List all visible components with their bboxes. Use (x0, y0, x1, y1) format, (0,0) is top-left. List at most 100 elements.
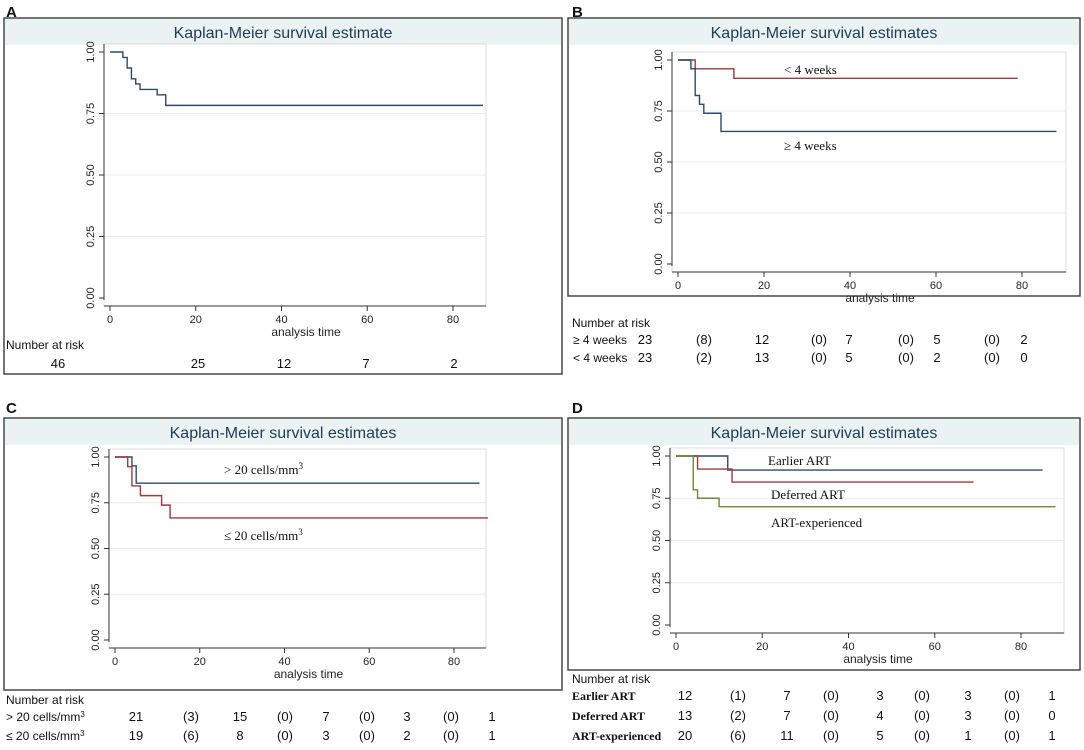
curve-label-0: Earlier ART (768, 453, 831, 468)
panel-c: Kaplan-Meier survival estimates 0.00 0.25 0… (3, 417, 563, 744)
y-tick-label: 0.75 (90, 492, 102, 513)
risk-value: (0) (823, 708, 839, 723)
risk-value: 3 (876, 688, 883, 703)
y-tick-label: 0.50 (85, 164, 97, 185)
risk-value: 1 (1048, 728, 1055, 743)
x-tick-label: 0 (673, 641, 679, 653)
risk-value: 1 (488, 709, 495, 724)
risk-value: (0) (898, 332, 914, 347)
risk-value: (0) (914, 708, 930, 723)
risk-value: 0 (1048, 708, 1055, 723)
risk-value: (1) (730, 688, 746, 703)
risk-value: (0) (443, 728, 459, 743)
x-axis-label: analysis time (271, 325, 341, 339)
risk-value: 1 (1048, 688, 1055, 703)
risk-value: (0) (811, 350, 827, 365)
y-tick-label: 1.00 (85, 41, 97, 62)
risk-value: (0) (898, 350, 914, 365)
x-tick-label: 0 (107, 314, 113, 326)
y-tick-label: 0.00 (653, 253, 665, 274)
risk-value: 4 (876, 708, 883, 723)
y-tick-label: 0.00 (651, 614, 663, 635)
y-tick-label: 0.75 (653, 100, 665, 121)
survival-curve-0 (676, 455, 1043, 471)
x-tick-label: 20 (194, 656, 206, 668)
risk-value: 23 (638, 332, 652, 347)
x-tick-label: 20 (190, 314, 202, 326)
risk-value: 20 (678, 728, 692, 743)
risk-value: (0) (914, 688, 930, 703)
risk-row-label: ≥ 4 weeks (573, 333, 627, 347)
survival-curve-0 (115, 456, 480, 484)
risk-value: (0) (984, 350, 1000, 365)
risk-value: 8 (236, 728, 243, 743)
risk-value: 2 (933, 350, 940, 365)
chart-title: Kaplan-Meier survival estimates (170, 425, 397, 442)
panel-b: Kaplan-Meier survival estimates 0.00 0.25 0… (567, 17, 1081, 365)
risk-value: 1 (488, 728, 495, 743)
risk-value: 5 (845, 350, 852, 365)
risk-value: 19 (129, 728, 143, 743)
panel-letter-c: C (6, 400, 17, 417)
x-tick-label: 60 (929, 641, 941, 653)
superscript: 3 (299, 461, 304, 471)
risk-value: (0) (359, 709, 375, 724)
risk-title: Number at risk (6, 338, 85, 352)
risk-value: 5 (933, 332, 940, 347)
panel-a: Kaplan-Meier survival estimate 0.00 0.25 0.… (3, 17, 563, 375)
chart-title: Kaplan-Meier survival estimates (711, 25, 938, 42)
panel-letter-a: A (6, 4, 17, 21)
risk-value: 11 (780, 728, 794, 743)
y-tick-label: 1.00 (653, 49, 665, 70)
y-tick-label: 0.00 (90, 629, 102, 650)
x-tick-label: 60 (363, 656, 375, 668)
survival-curve-1 (676, 455, 974, 483)
risk-row-label: > 20 cells/mm3 (6, 710, 85, 725)
x-tick-label: 80 (1015, 641, 1027, 653)
panel-letter-b: B (572, 4, 583, 21)
superscript: 3 (298, 527, 303, 537)
curve-label-ge4: ≥ 4 weeks (784, 138, 837, 153)
title-bar (5, 19, 561, 45)
y-tick-label: 0.25 (85, 226, 97, 247)
y-tick-label: 0.00 (85, 287, 97, 308)
risk-title: Number at risk (572, 316, 651, 330)
survival-curve-1 (115, 456, 488, 519)
risk-value: 0 (1020, 350, 1027, 365)
risk-value: 2 (403, 728, 410, 743)
risk-value: 7 (362, 356, 369, 371)
curve-label-lt4: < 4 weeks (784, 62, 837, 77)
risk-value: 13 (755, 350, 769, 365)
risk-row-label: ART-experienced (572, 729, 661, 743)
risk-value: (3) (183, 709, 199, 724)
title-bar (569, 19, 1079, 45)
risk-value: (0) (811, 332, 827, 347)
x-axis-label: analysis time (845, 291, 915, 305)
risk-value: 25 (191, 356, 205, 371)
panel-letter-d: D (572, 400, 583, 417)
risk-value: 13 (678, 708, 692, 723)
curve-label-gt20: > 20 cells/mm3 (224, 461, 304, 477)
survival-curve-1 (678, 59, 1057, 133)
risk-value: (0) (277, 728, 293, 743)
y-tick-label: 0.50 (653, 151, 665, 172)
risk-value: 3 (403, 709, 410, 724)
risk-row-label: < 4 weeks (573, 351, 627, 365)
x-tick-label: 40 (842, 641, 854, 653)
survival-curve-2 (676, 455, 1056, 508)
survival-curve-0 (678, 59, 1018, 80)
title-bar (569, 419, 1079, 445)
risk-value: (6) (183, 728, 199, 743)
curve-label-2: ART-experienced (771, 515, 863, 530)
risk-value: 23 (638, 350, 652, 365)
risk-value: 12 (678, 688, 692, 703)
risk-row-label: ≤ 20 cells/mm3 (6, 729, 85, 744)
risk-value: (0) (984, 332, 1000, 347)
risk-title: Number at risk (572, 672, 651, 686)
chart-title: Kaplan-Meier survival estimate (174, 25, 393, 42)
curve-label-le20: ≤ 20 cells/mm3 (224, 527, 303, 543)
risk-row-label: Earlier ART (572, 689, 636, 703)
x-tick-label: 80 (448, 656, 460, 668)
risk-value: 21 (129, 709, 143, 724)
